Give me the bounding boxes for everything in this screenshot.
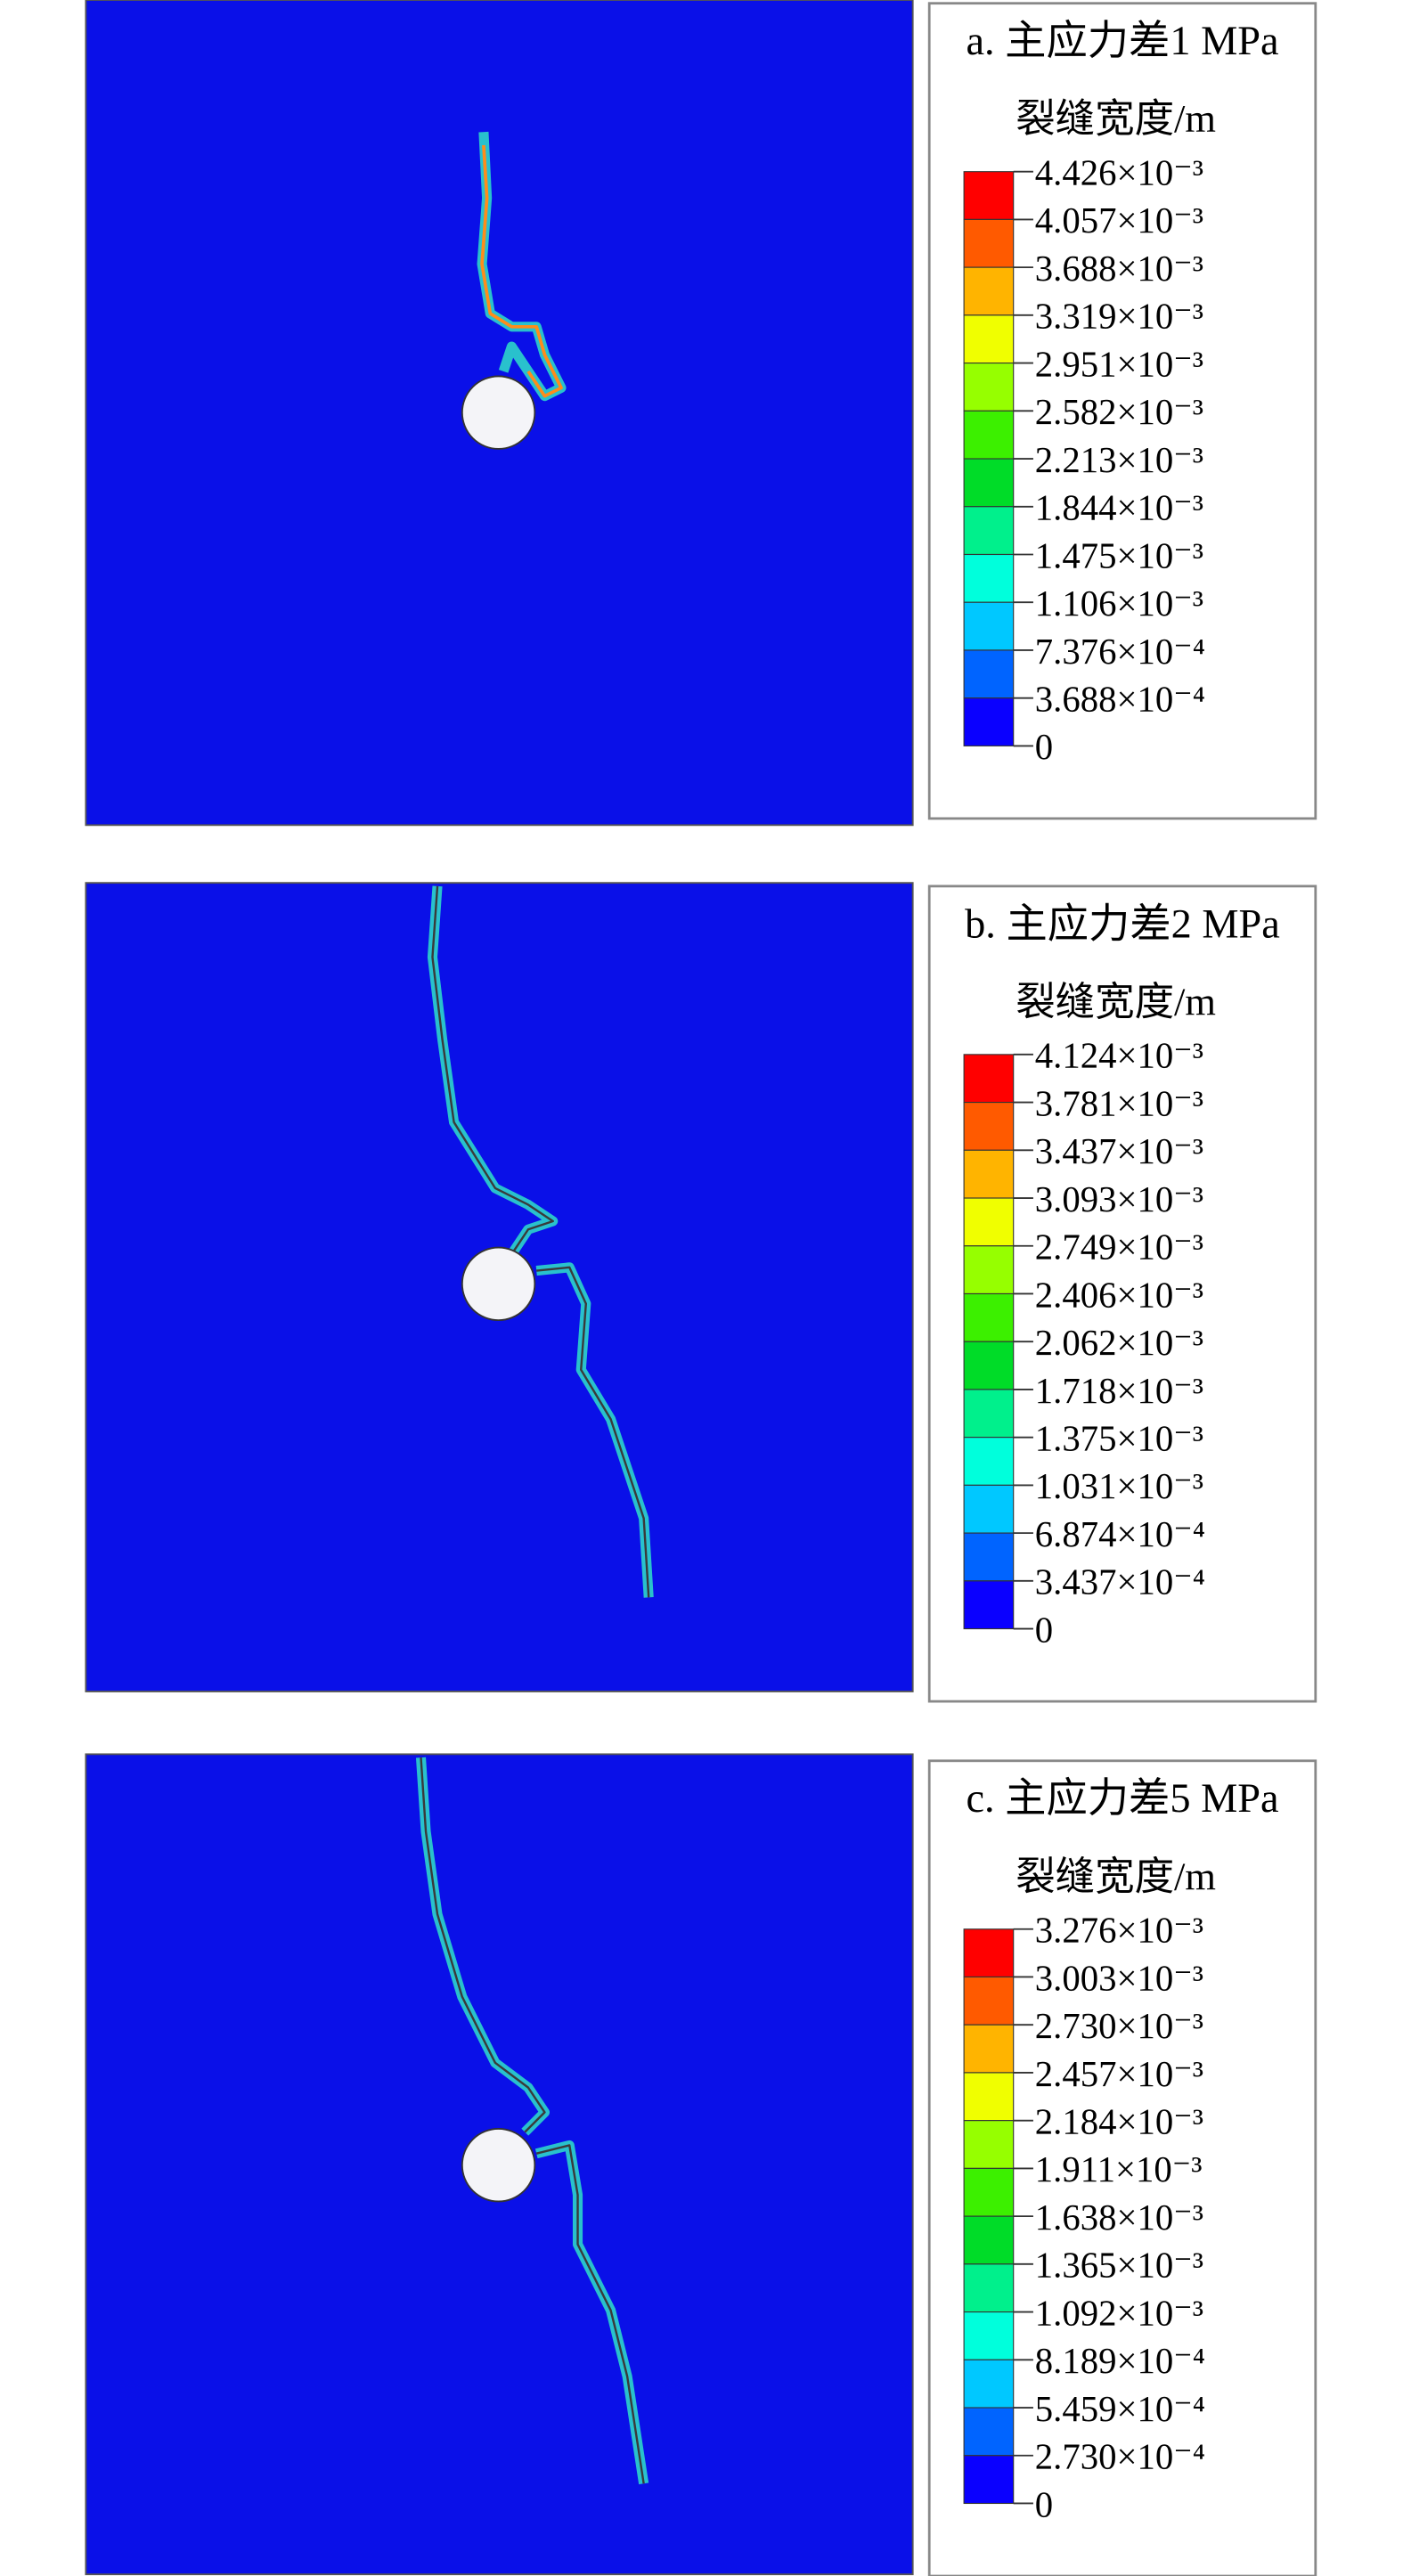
color-band — [963, 363, 1015, 412]
legend-label: 1.106×10⁻³ — [1035, 583, 1203, 624]
simulation-b — [85, 882, 914, 1692]
legend-label: 7.376×10⁻⁴ — [1035, 632, 1205, 672]
legend-label: 3.688×10⁻³ — [1035, 249, 1203, 289]
legend-label: 1.375×10⁻³ — [1035, 1418, 1203, 1458]
legend-label: 4.057×10⁻³ — [1035, 200, 1203, 240]
color-band — [963, 2215, 1015, 2265]
color-band — [963, 697, 1015, 746]
legend-label: 5.459×10⁻⁴ — [1035, 2389, 1205, 2429]
legend-label: 2.213×10⁻³ — [1035, 440, 1203, 480]
legend-label: 0 — [1035, 727, 1053, 767]
color-band — [963, 1976, 1015, 2026]
color-band — [963, 266, 1015, 316]
color-band — [963, 218, 1015, 268]
color-band — [963, 506, 1015, 556]
color-band — [963, 601, 1015, 651]
legend-label: 0 — [1035, 1610, 1053, 1650]
wellbore — [461, 375, 536, 450]
panel-title: b. 主应力差2 MPa — [965, 901, 1280, 947]
legend-label: 0 — [1035, 2484, 1053, 2524]
legend-label: 1.718×10⁻³ — [1035, 1371, 1203, 1411]
simulation-a — [85, 0, 914, 827]
color-band — [963, 2455, 1015, 2505]
panel-title: a. 主应力差1 MPa — [966, 19, 1278, 64]
legend-label: 2.749×10⁻³ — [1035, 1227, 1203, 1268]
color-band — [963, 314, 1015, 364]
color-band — [963, 2311, 1015, 2360]
color-band — [963, 1532, 1015, 1582]
color-band — [963, 1580, 1015, 1630]
simulation-c — [85, 1753, 914, 2576]
color-band — [963, 458, 1015, 508]
legend-label: 4.124×10⁻³ — [1035, 1036, 1203, 1076]
crack — [420, 1757, 645, 2484]
legend-label: 1.638×10⁻³ — [1035, 2197, 1203, 2238]
color-band — [963, 2359, 1015, 2409]
legend-label: 4.426×10⁻³ — [1035, 153, 1203, 193]
legend-label: 1.092×10⁻³ — [1035, 2293, 1203, 2333]
color-band — [963, 1149, 1015, 1199]
legend-label: 1.475×10⁻³ — [1035, 535, 1203, 575]
legend-label: 3.781×10⁻³ — [1035, 1083, 1203, 1123]
color-band — [963, 1054, 1015, 1104]
color-band — [963, 2024, 1015, 2074]
color-band — [963, 1484, 1015, 1534]
crack — [431, 885, 650, 1598]
legend-label: 3.093×10⁻³ — [1035, 1179, 1203, 1219]
color-band — [963, 1341, 1015, 1390]
color-band — [963, 1928, 1015, 1978]
wellbore — [461, 1246, 536, 1322]
legend-label: 1.031×10⁻³ — [1035, 1466, 1203, 1506]
legend-label: 6.874×10⁻⁴ — [1035, 1514, 1205, 1554]
legend-title: 裂缝宽度/m — [1016, 96, 1216, 141]
color-band — [963, 649, 1015, 699]
legend-label: 1.844×10⁻³ — [1035, 488, 1203, 528]
crack — [480, 144, 563, 398]
legend-label: 1.365×10⁻³ — [1035, 2246, 1203, 2286]
color-band — [963, 410, 1015, 460]
legend-label: 2.582×10⁻³ — [1035, 392, 1203, 432]
legend-label: 3.003×10⁻³ — [1035, 1958, 1203, 1998]
color-band — [963, 2263, 1015, 2313]
color-band — [963, 1437, 1015, 1486]
legend-label: 2.730×10⁻⁴ — [1035, 2437, 1205, 2477]
color-band — [963, 2167, 1015, 2217]
color-band — [963, 171, 1015, 220]
color-band — [963, 1102, 1015, 1151]
legend-label: 3.688×10⁻⁴ — [1035, 679, 1205, 719]
color-band — [963, 1292, 1015, 1342]
legend-label: 2.730×10⁻³ — [1035, 2006, 1203, 2046]
legend-label: 3.319×10⁻³ — [1035, 297, 1203, 337]
legend-label: 3.437×10⁻³ — [1035, 1131, 1203, 1171]
color-band — [963, 553, 1015, 603]
color-band — [963, 2072, 1015, 2122]
legend-label: 2.457×10⁻³ — [1035, 2054, 1203, 2094]
legend-label: 2.406×10⁻³ — [1035, 1275, 1203, 1315]
panel-title: c. 主应力差5 MPa — [966, 1776, 1278, 1822]
legend-title: 裂缝宽度/m — [1016, 1854, 1216, 1898]
color-band — [963, 2120, 1015, 2169]
color-band — [963, 1245, 1015, 1295]
color-band — [963, 1197, 1015, 1247]
legend-label: 1.911×10⁻³ — [1035, 2149, 1203, 2189]
legend-label: 2.062×10⁻³ — [1035, 1323, 1203, 1363]
color-band — [963, 1389, 1015, 1439]
legend-label: 2.184×10⁻³ — [1035, 2101, 1203, 2141]
legend-label: 3.276×10⁻³ — [1035, 1911, 1203, 1951]
wellbore — [461, 2128, 536, 2203]
legend-label: 3.437×10⁻⁴ — [1035, 1562, 1205, 1602]
legend-title: 裂缝宽度/m — [1016, 979, 1216, 1023]
legend-label: 8.189×10⁻⁴ — [1035, 2341, 1205, 2381]
color-band — [963, 2407, 1015, 2457]
legend-label: 2.951×10⁻³ — [1035, 344, 1203, 384]
